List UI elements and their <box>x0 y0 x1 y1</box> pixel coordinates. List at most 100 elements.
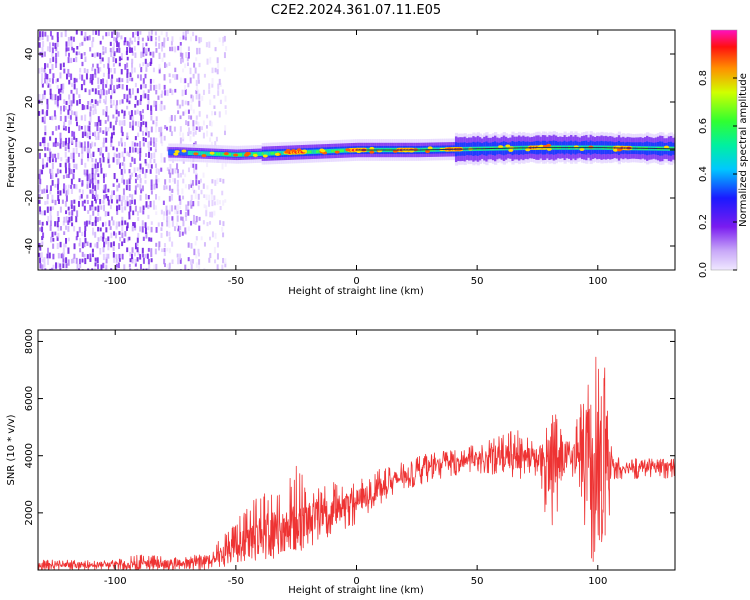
noise-cell <box>179 199 182 205</box>
noise-cell <box>128 211 131 216</box>
noise-cell <box>46 206 49 213</box>
noise-cell <box>141 226 144 233</box>
noise-cell <box>105 105 108 112</box>
noise-cell <box>97 237 100 242</box>
noise-cell <box>68 79 71 85</box>
noise-cell <box>110 199 113 204</box>
noise-cell <box>129 115 132 120</box>
noise-cell <box>121 216 124 221</box>
noise-cell <box>116 158 119 165</box>
noise-cell <box>155 89 158 95</box>
noise-cell <box>190 98 193 104</box>
noise-cell <box>148 146 151 153</box>
noise-cell <box>92 104 95 109</box>
noise-cell <box>216 253 219 260</box>
noise-cell <box>105 131 108 136</box>
noise-cell <box>163 211 166 216</box>
noise-cell <box>147 214 150 219</box>
noise-cell <box>96 242 99 249</box>
noise-cell <box>52 243 55 249</box>
noise-cell <box>88 135 91 140</box>
noise-cell <box>41 221 44 226</box>
noise-cell <box>134 95 137 100</box>
noise-cell <box>89 153 92 159</box>
noise-cell <box>168 262 171 269</box>
noise-cell <box>179 131 182 137</box>
noise-cell <box>119 99 122 105</box>
noise-cell <box>176 163 179 170</box>
band-cell <box>263 151 268 156</box>
noise-cell <box>107 246 110 251</box>
noise-cell <box>49 225 52 231</box>
noise-cell <box>109 84 112 90</box>
noise-cell <box>102 246 105 253</box>
noise-cell <box>54 141 57 148</box>
noise-cell <box>189 200 192 206</box>
noise-cell <box>47 156 50 162</box>
noise-cell <box>195 163 198 170</box>
noise-cell <box>55 268 58 270</box>
noise-cell <box>189 36 192 42</box>
noise-cell <box>99 94 102 99</box>
noise-cell <box>99 40 102 45</box>
noise-cell <box>70 100 73 107</box>
noise-cell <box>76 210 79 217</box>
chart-title: C2E2.2024.361.07.11.E05 <box>271 3 441 18</box>
noise-cell <box>38 36 41 41</box>
noise-cell <box>222 178 225 184</box>
noise-cell <box>46 46 49 52</box>
noise-cell <box>91 79 94 85</box>
noise-cell <box>39 263 42 269</box>
noise-cell <box>136 100 139 106</box>
noise-cell <box>70 216 73 222</box>
noise-cell <box>39 246 42 251</box>
noise-cell <box>126 40 129 46</box>
noise-cell <box>41 46 44 53</box>
colorbar-tick-label: 0.0 <box>698 262 709 278</box>
noise-cell <box>49 31 52 37</box>
noise-cell <box>116 178 119 183</box>
noise-cell <box>203 194 206 199</box>
noise-cell <box>182 169 185 175</box>
noise-cell <box>81 61 84 67</box>
noise-cell <box>154 205 157 210</box>
noise-cell <box>150 190 153 195</box>
noise-cell <box>164 179 167 185</box>
noise-cell <box>128 152 131 158</box>
noise-cell <box>80 194 83 199</box>
noise-cell <box>101 57 104 62</box>
noise-cell <box>134 82 137 88</box>
noise-cell <box>139 168 142 173</box>
noise-cell <box>147 47 150 52</box>
noise-cell <box>187 109 190 114</box>
colorbar-gradient <box>711 30 737 270</box>
noise-cell <box>153 84 156 91</box>
noise-cell <box>89 179 92 185</box>
noise-cell <box>119 162 122 169</box>
noise-cell <box>189 130 192 135</box>
noise-cell <box>62 62 65 68</box>
noise-cell <box>57 152 60 160</box>
noise-cell <box>140 84 143 90</box>
noise-cell <box>57 190 60 195</box>
noise-cell <box>75 51 78 56</box>
noise-cell <box>198 180 201 185</box>
band-cell <box>231 152 235 157</box>
noise-cell <box>169 125 172 132</box>
noise-cell <box>139 226 142 232</box>
noise-cell <box>145 42 148 47</box>
noise-cell <box>131 62 134 68</box>
noise-cell <box>110 68 113 73</box>
noise-cell <box>147 98 150 105</box>
noise-cell <box>218 111 221 118</box>
noise-cell <box>51 78 54 84</box>
noise-cell <box>43 142 46 147</box>
noise-cell <box>112 241 115 247</box>
band-speck <box>334 150 340 154</box>
noise-cell <box>118 243 121 250</box>
band-speck <box>546 147 552 151</box>
noise-cell <box>83 253 86 258</box>
noise-cell <box>67 247 70 254</box>
noise-cell <box>49 136 52 141</box>
